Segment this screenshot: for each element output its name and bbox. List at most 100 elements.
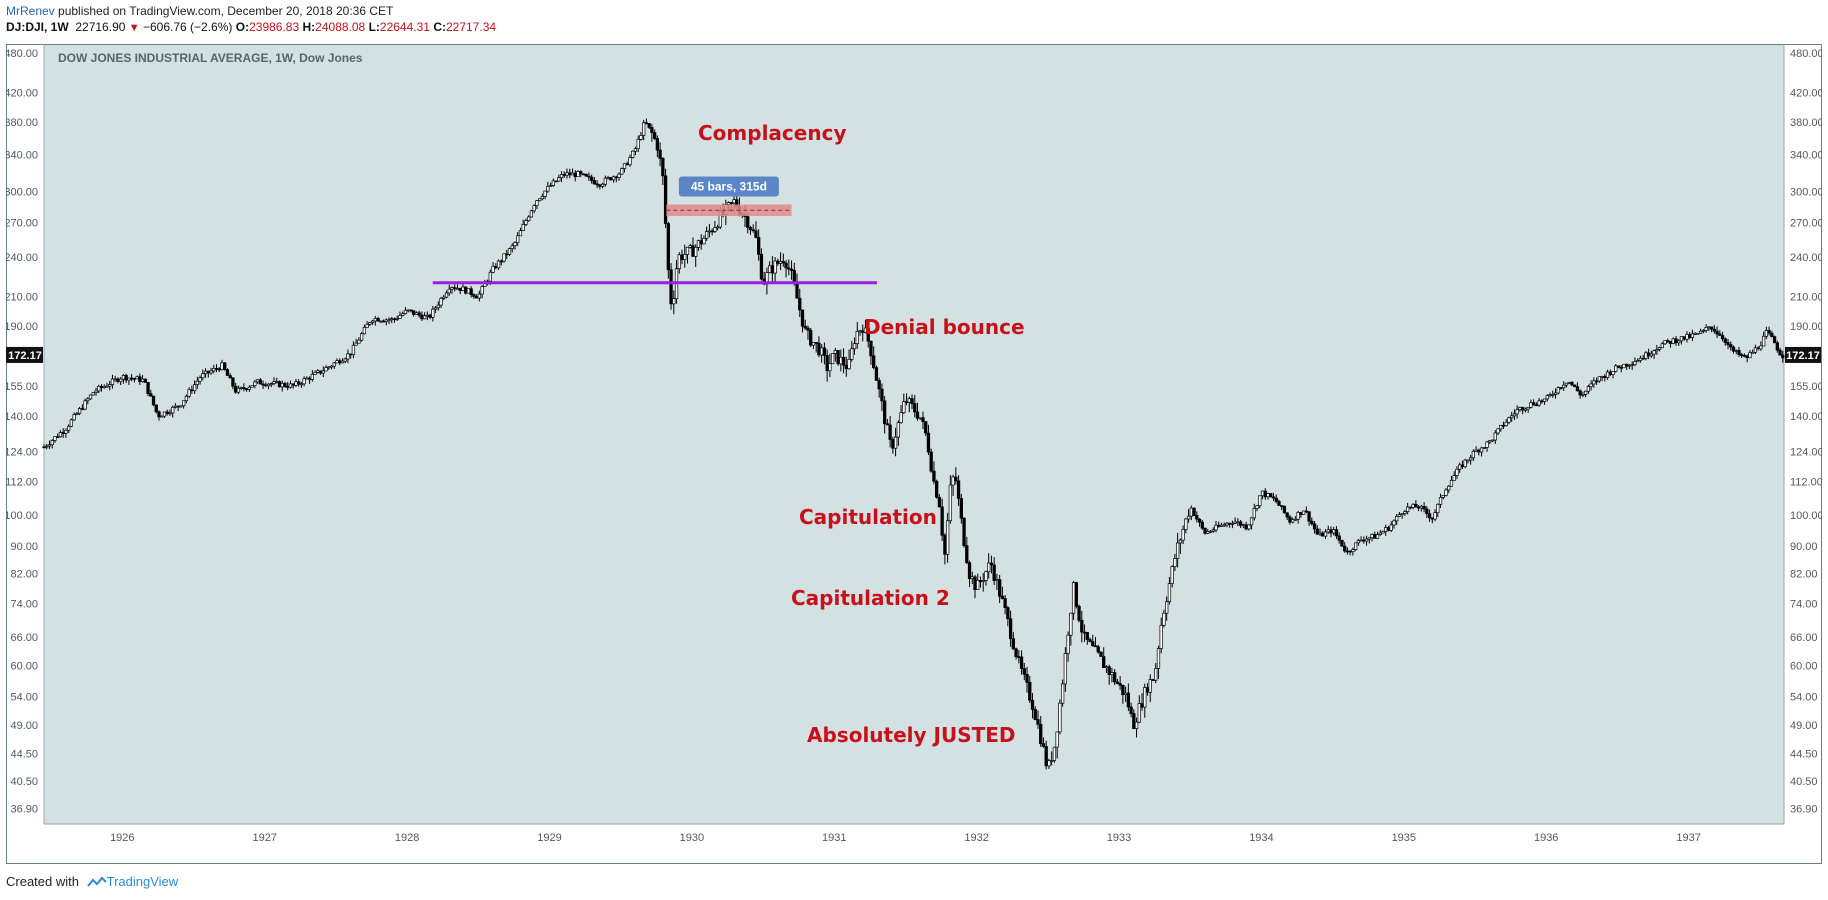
candle-body — [1321, 532, 1325, 537]
candle-body — [820, 347, 824, 356]
annotation-complacency[interactable]: Complacency — [698, 121, 847, 145]
candle-body — [236, 387, 241, 393]
price-chart[interactable]: DOW JONES INDUSTRIAL AVERAGE, 1W, Dow Jo… — [6, 44, 1822, 864]
candle-body — [617, 173, 621, 179]
annotation-absolutely-justed[interactable]: Absolutely JUSTED — [807, 723, 1016, 747]
candle-body — [1531, 402, 1536, 406]
candle-body — [184, 395, 189, 402]
annotation-capitulation-2[interactable]: Capitulation 2 — [791, 586, 950, 610]
candle-body — [702, 238, 706, 245]
candle-body — [773, 260, 777, 274]
y-tick-right: 340.00 — [1790, 150, 1822, 162]
candle-body — [121, 374, 126, 380]
candle-body — [633, 148, 638, 152]
candle-body — [527, 216, 531, 222]
candle-body — [1430, 517, 1434, 520]
candle-body — [431, 308, 435, 318]
candle-body — [198, 377, 202, 382]
candle-body — [546, 185, 550, 192]
candle-body — [1386, 527, 1391, 531]
candle-body — [1761, 335, 1766, 347]
candle-body — [1162, 612, 1166, 626]
candle-body — [414, 312, 419, 315]
candle-body — [461, 286, 465, 291]
symbol-label[interactable]: DJ:DJI, 1W — [6, 20, 69, 34]
candle-body — [1310, 520, 1314, 525]
candle-body — [639, 135, 643, 140]
author-link[interactable]: MrRenev — [6, 4, 55, 18]
candle-body — [1195, 515, 1199, 520]
y-tick-left: 90.00 — [10, 541, 38, 553]
candle-body — [1233, 521, 1237, 524]
candle-body — [611, 176, 616, 181]
candle-body — [1337, 535, 1341, 541]
candle-body — [1403, 511, 1407, 514]
candle-body — [579, 171, 583, 175]
candle-body — [650, 127, 654, 133]
y-tick-right: 140.00 — [1790, 411, 1822, 423]
candle-body — [1597, 376, 1601, 382]
candle-body — [86, 398, 90, 402]
annotation-capitulation[interactable]: Capitulation — [799, 505, 937, 529]
candle-body — [1734, 350, 1738, 352]
candle-body — [464, 286, 468, 294]
candle-body — [261, 383, 265, 386]
candle-body — [1636, 360, 1640, 363]
candle-body — [1416, 506, 1421, 509]
candle-body — [428, 314, 432, 318]
annotation-denial-bounce[interactable]: Denial bounce — [864, 315, 1025, 339]
tradingview-link[interactable]: TradingView — [106, 874, 179, 889]
candle-body — [1474, 449, 1478, 452]
candle-body — [891, 439, 895, 449]
candle-body — [77, 408, 82, 414]
candle-body — [767, 265, 772, 273]
candle-body — [606, 177, 610, 179]
candle-body — [1181, 529, 1185, 541]
candle-body — [984, 571, 988, 581]
candle-body — [921, 417, 925, 422]
low-label: L: — [368, 20, 380, 34]
candle-body — [1696, 332, 1700, 335]
candle-body — [1219, 524, 1224, 527]
candle-body — [474, 296, 479, 299]
candle-body — [373, 318, 377, 322]
candle-body — [343, 358, 347, 362]
candle-body — [127, 377, 131, 381]
candle-body — [1630, 364, 1634, 366]
candle-body — [1482, 447, 1486, 449]
candle-body — [1709, 326, 1714, 330]
candle-body — [899, 412, 903, 423]
candle-body — [288, 383, 293, 388]
candle-body — [1266, 493, 1270, 498]
candle-body — [417, 312, 421, 316]
candle-body — [119, 378, 123, 383]
y-tick-left: 60.00 — [10, 660, 38, 672]
candle-body — [42, 446, 46, 449]
candle-body — [354, 342, 358, 346]
candle-body — [1594, 380, 1599, 383]
tradingview-logo-icon[interactable] — [86, 876, 107, 892]
candle-body — [1646, 352, 1651, 357]
candle-body — [1441, 495, 1445, 498]
candle-body — [562, 174, 566, 176]
candle-body — [195, 380, 199, 386]
candle-body — [1071, 582, 1076, 614]
chart-area[interactable]: DOW JONES INDUSTRIAL AVERAGE, 1W, Dow Jo… — [6, 44, 1822, 864]
candle-body — [412, 310, 416, 315]
candle-body — [357, 339, 361, 344]
candle-body — [1737, 350, 1741, 355]
y-tick-left: 49.00 — [10, 720, 38, 732]
candle-body — [882, 400, 887, 425]
candle-body — [809, 329, 813, 346]
candle-body — [1553, 392, 1558, 395]
candle-body — [1715, 330, 1719, 335]
candle-body — [1203, 527, 1207, 534]
candle-body — [1657, 347, 1662, 350]
x-tick: 1936 — [1534, 832, 1558, 844]
candle-body — [902, 401, 906, 414]
candle-body — [244, 388, 249, 391]
y-tick-left: 480.00 — [6, 48, 38, 60]
candle-body — [1107, 666, 1111, 675]
candle-body — [1080, 619, 1084, 633]
candle-body — [803, 325, 807, 329]
